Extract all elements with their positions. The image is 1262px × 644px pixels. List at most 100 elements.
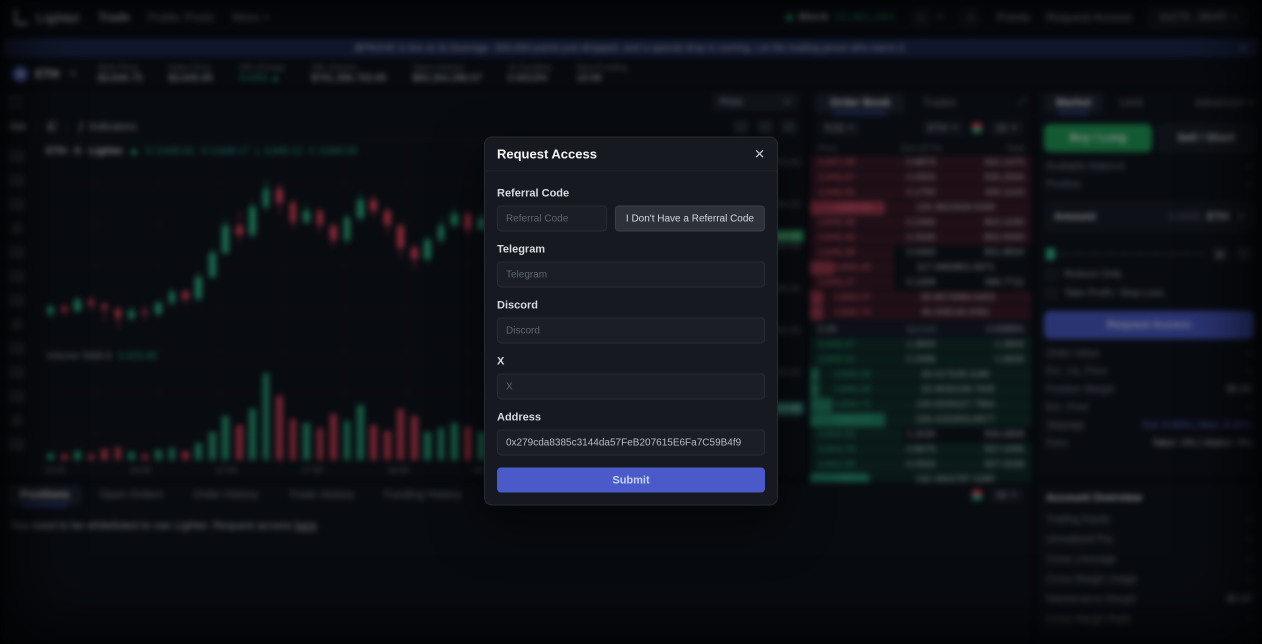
bid-row[interactable]: 3,844.72 130.6939 227.7864 (810, 397, 1032, 412)
chart-settings-icon[interactable] (782, 120, 796, 133)
checkbox[interactable] (1046, 288, 1057, 299)
row-value: – (1246, 366, 1252, 377)
address-input[interactable] (497, 429, 765, 456)
checkbox[interactable] (1046, 269, 1057, 280)
size-slider[interactable]: ▣ ✎ (1046, 247, 1252, 261)
referral-code-input[interactable] (497, 205, 607, 232)
tool-crosshair-icon[interactable] (9, 150, 24, 163)
chevron-down-icon (1011, 493, 1017, 497)
tab-limit[interactable]: Limit (1119, 96, 1143, 109)
tool-pattern-icon[interactable] (10, 222, 23, 235)
book-layout-icon[interactable] (971, 123, 982, 133)
depth-dropdown[interactable]: 10 (988, 120, 1024, 136)
bid-row[interactable]: 3,845.31 0.2996 1.6839 (810, 352, 1032, 367)
no-referral-code-button[interactable]: I Don't Have a Referral Code (614, 205, 765, 232)
ask-row[interactable]: 3,846.97 0.0553 930.2594 (810, 170, 1032, 185)
theme-icon[interactable]: ◑ (958, 6, 981, 28)
tool-magnet-icon[interactable] (9, 390, 24, 403)
tool-brush-icon[interactable] (9, 270, 24, 283)
nav-item-trade[interactable]: Trade (98, 10, 131, 24)
tool-trash-icon[interactable] (9, 438, 24, 451)
timeframe-button[interactable]: 5m (10, 120, 26, 133)
amount-unit-dropdown[interactable]: ETH (1207, 211, 1229, 223)
unit-dropdown[interactable]: ETH (920, 120, 965, 136)
tab-order-history[interactable]: Order History (193, 489, 259, 501)
ask-row[interactable]: 3,845.76 46.0081 46.0081 (810, 305, 1032, 320)
nav-item-more[interactable]: More (232, 10, 270, 24)
watchlist-toggle-icon[interactable] (8, 97, 22, 107)
request-access-here-link[interactable]: here (294, 520, 317, 532)
price-label: 3,860.00 (766, 199, 800, 209)
tool-measure-icon[interactable] (9, 342, 24, 355)
wallet-dropdown[interactable]: 0x279...9B4f9 (1148, 6, 1248, 28)
tab-positions[interactable]: Positions (8, 485, 82, 506)
row-value: – (1246, 534, 1252, 545)
price-cell: 3,846.38 (818, 247, 855, 258)
ask-row[interactable]: 3,846.46 2.3326 802.9069 (810, 230, 1032, 245)
ask-row[interactable]: 3,846.55 0.1790 930.1143 (810, 185, 1032, 200)
submit-button[interactable]: Submit (497, 467, 765, 493)
volume-bar (47, 452, 55, 460)
bid-row[interactable]: 3,845.08 23.9636 108.7605 (810, 382, 1032, 397)
buy-long-button[interactable]: Buy / Long (1044, 124, 1153, 152)
banner-close-icon[interactable]: ✕ (1238, 42, 1248, 55)
tick-size-dropdown[interactable]: 0.01 (818, 120, 862, 136)
bid-row[interactable]: 3,845.47 1.3843 1.3843 (810, 337, 1032, 352)
bid-row[interactable]: 3,844.60 226.4153 553.8677 (810, 412, 1032, 427)
request-access-link[interactable]: Request Access (1046, 10, 1133, 24)
ask-row[interactable]: 3,846.38 0.0463 801.8834 (810, 245, 1032, 260)
tool-zoom-icon[interactable] (9, 366, 24, 379)
tab-order-book[interactable]: Order Book (816, 92, 905, 114)
row-value: – (1246, 554, 1252, 565)
tool-forecast-icon[interactable] (9, 246, 24, 259)
tab-open-orders[interactable]: Open Orders (99, 489, 164, 501)
slider-handle[interactable] (1046, 248, 1055, 260)
x-input[interactable] (497, 373, 765, 400)
ask-row[interactable]: 3,846.53 125.3823 928.5358 (810, 200, 1032, 215)
ask-row[interactable]: 3,846.07 55.8574 684.6403 (810, 290, 1032, 305)
rows-per-page-dropdown[interactable]: 10 (988, 487, 1024, 503)
slider-input-toggle-icon[interactable]: ▣ (1212, 247, 1228, 261)
tool-lock-icon[interactable] (10, 414, 23, 427)
camera-icon[interactable] (734, 120, 748, 133)
nav-item-public-pools[interactable]: Public Pools (148, 10, 215, 24)
points-link[interactable]: Points (996, 10, 1031, 24)
close-icon[interactable]: ✕ (754, 146, 765, 161)
amount-input[interactable]: Amount 0.0000 ETH (1044, 201, 1254, 233)
slider-track[interactable] (1046, 248, 1204, 260)
tab-trade-history[interactable]: Trade History (288, 489, 355, 501)
tool-text-icon[interactable] (9, 294, 24, 307)
ask-row[interactable]: 3,846.33 117.0660 801.8371 (810, 260, 1032, 275)
tool-trend-line-icon[interactable] (9, 174, 24, 187)
layout-toggle-icon[interactable] (971, 490, 982, 500)
checkbox-row[interactable]: Take Profit / Stop Loss (1036, 284, 1262, 303)
ask-row[interactable]: 3,846.27 0.1308 684.7711 (810, 275, 1032, 290)
tab-funding-history[interactable]: Funding History (384, 489, 462, 501)
tool-gann-icon[interactable] (9, 198, 24, 211)
language-selector[interactable]: ◐ (910, 6, 943, 28)
bid-row[interactable]: 3,843.38 0.0563 557.0038 (810, 457, 1032, 472)
slider-edit-icon[interactable]: ✎ (1236, 247, 1252, 261)
sell-short-button[interactable]: Sell / Short (1158, 124, 1254, 152)
candle-style-icon[interactable] (47, 120, 57, 133)
indicators-button[interactable]: ƒ Indicators (78, 121, 137, 133)
tab-advanced[interactable]: Advanced (1195, 97, 1254, 109)
expand-icon[interactable]: ⤢ (1018, 97, 1026, 108)
bid-row[interactable]: 3,845.28 26.0175 28.1188 (810, 367, 1032, 382)
discord-input[interactable] (497, 317, 765, 344)
row-value: Est: 0.00% | Max: 8.00% (1142, 420, 1252, 431)
brand[interactable]: Lighter (14, 9, 80, 25)
symbol-selector[interactable]: ETH (12, 66, 76, 82)
ask-row[interactable]: 3,847.08 0.8879 931.1473 (810, 155, 1032, 170)
tool-circle-icon[interactable] (10, 318, 23, 331)
fullscreen-icon[interactable] (758, 120, 772, 133)
tab-market[interactable]: Market (1044, 92, 1104, 114)
tab-trades[interactable]: Trades (922, 96, 957, 109)
telegram-input[interactable] (497, 261, 765, 288)
price-scale-dropdown[interactable]: Price (712, 93, 798, 111)
request-access-button[interactable]: Request Access (1044, 311, 1254, 339)
bid-row[interactable]: 3,843.78 0.8679 557.0495 (810, 442, 1032, 457)
checkbox-row[interactable]: Reduce Only (1036, 265, 1262, 284)
bid-row[interactable]: 3,844.43 1.2539 556.0808 (810, 427, 1032, 442)
ask-row[interactable]: 3,846.48 0.2466 803.1535 (810, 215, 1032, 230)
